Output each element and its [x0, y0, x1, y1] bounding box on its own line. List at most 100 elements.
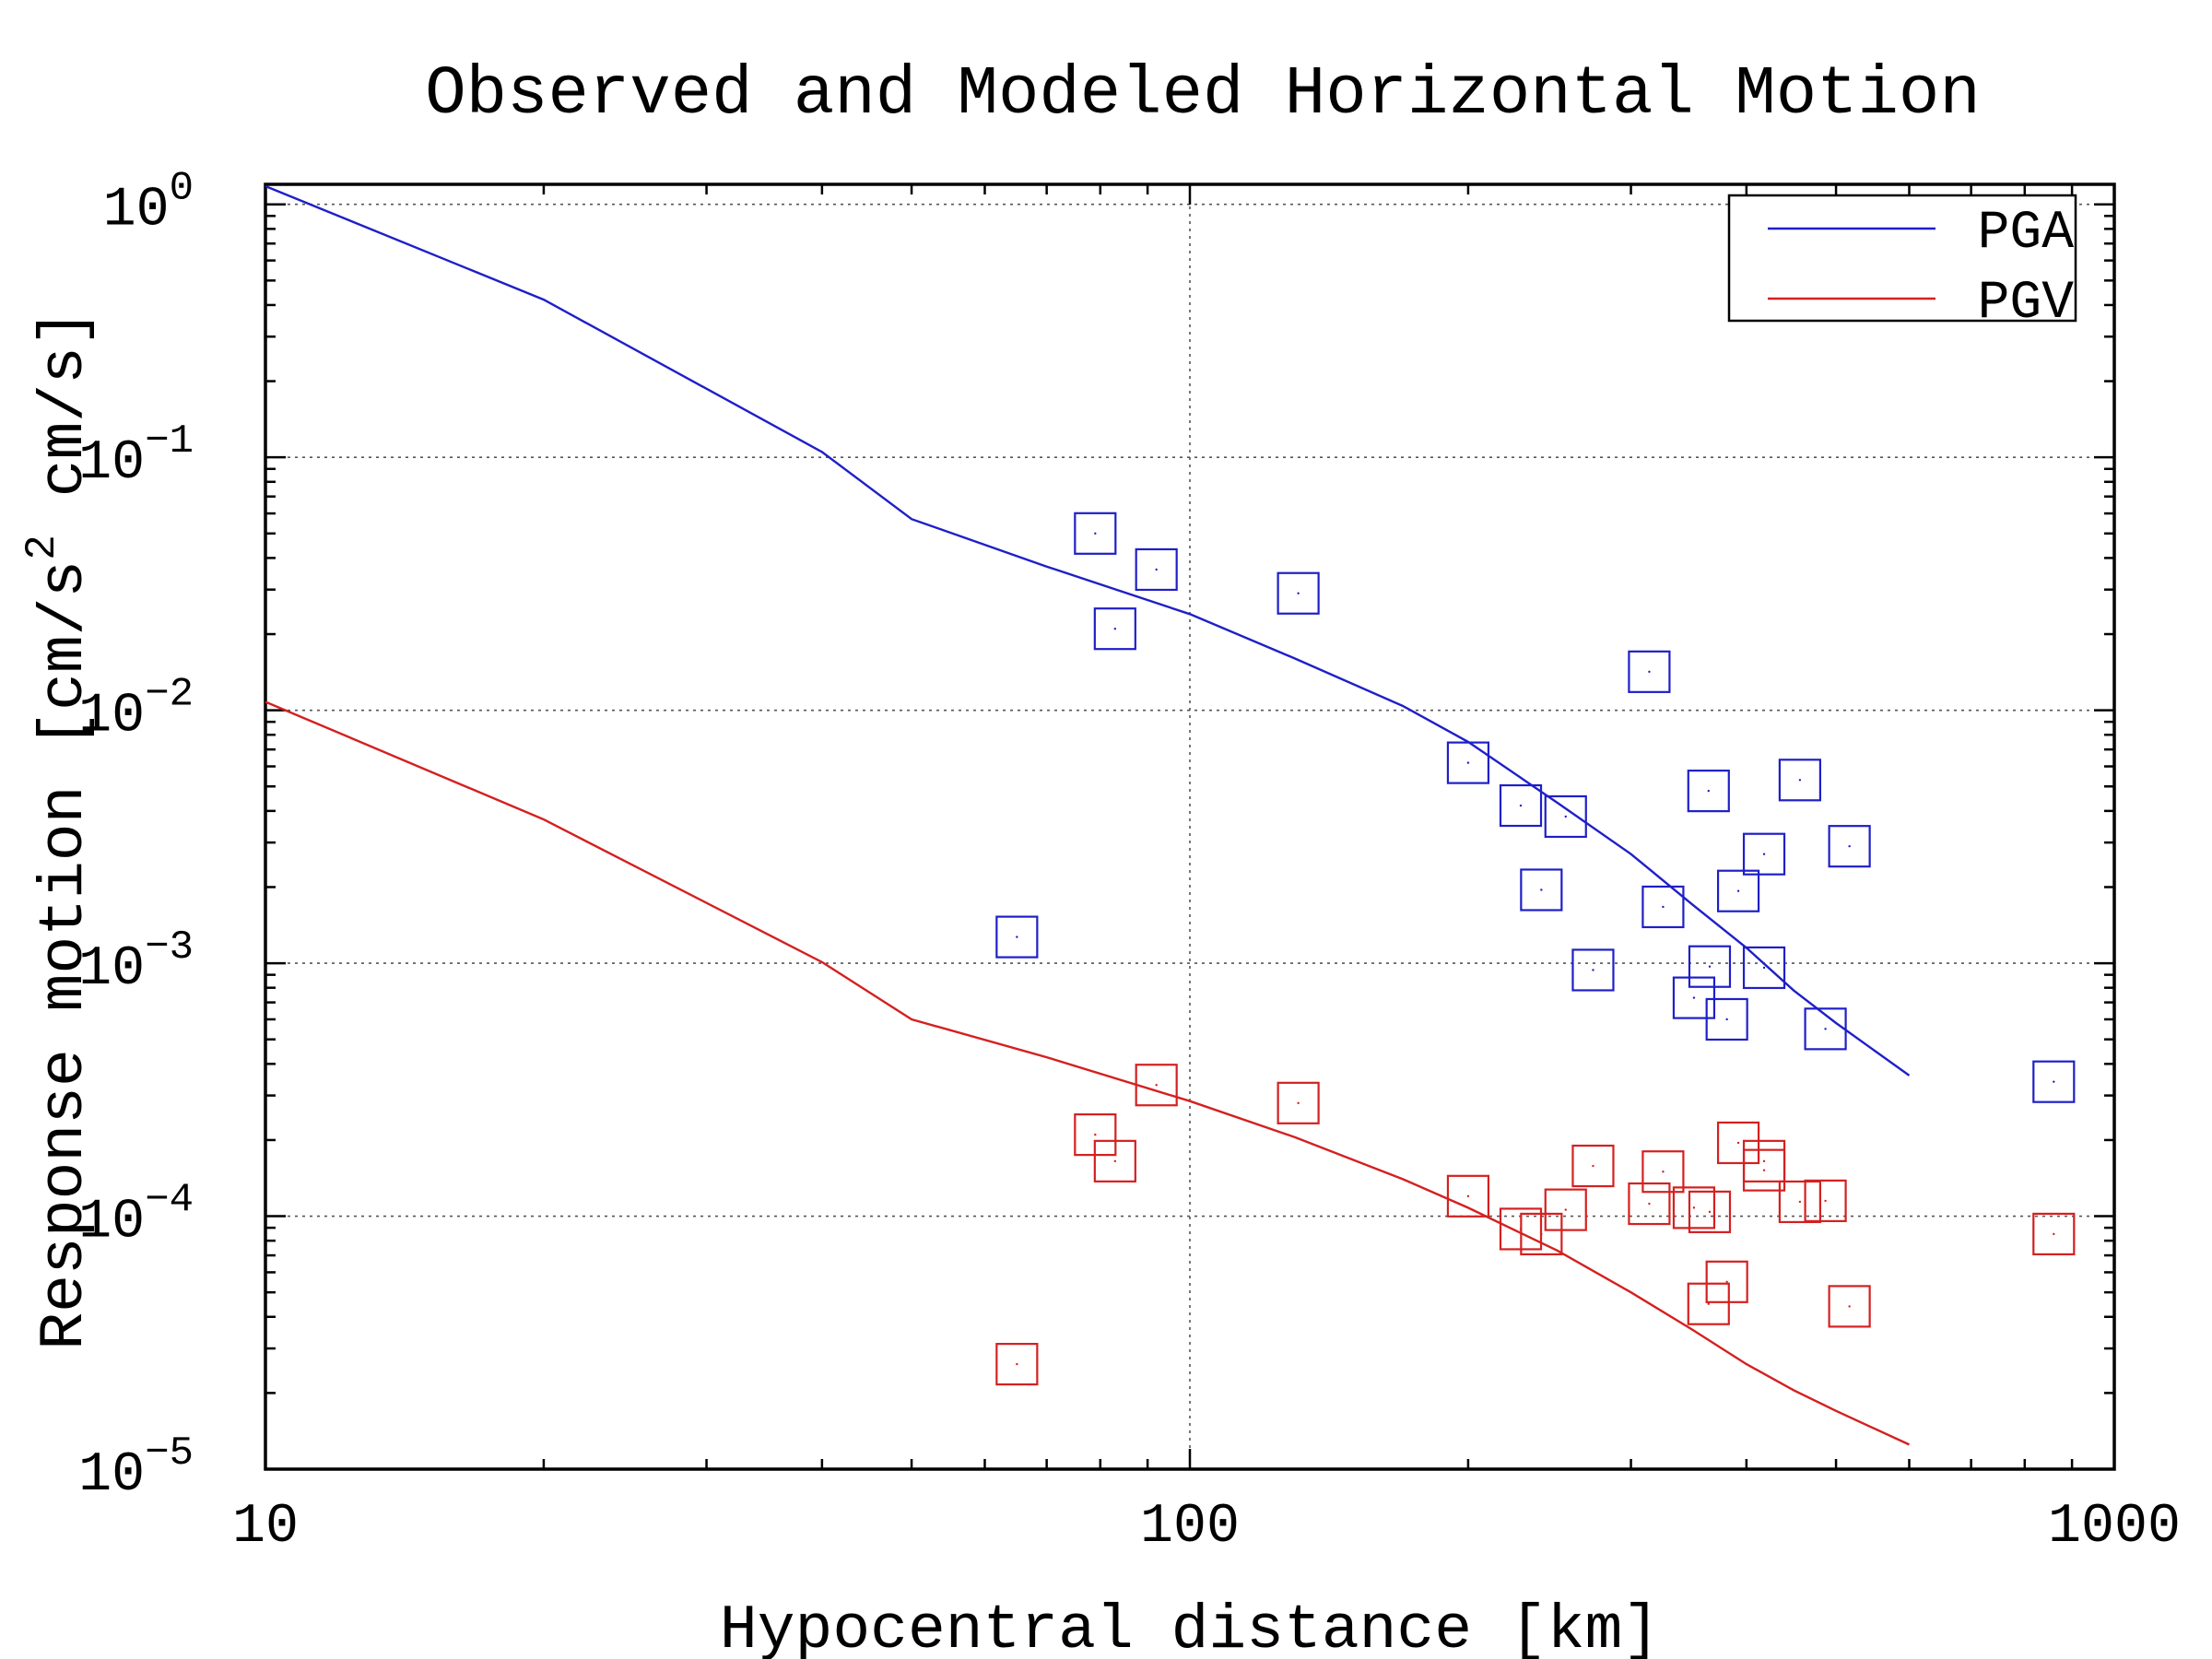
observed-point-pga [1571, 948, 1615, 992]
observed-point-center [1113, 628, 1117, 630]
observed-point-center [1708, 965, 1712, 968]
observed-point-center [1848, 844, 1851, 848]
observed-point-center [1016, 1362, 1018, 1366]
observed-point-center [1848, 1305, 1851, 1308]
y-tick-exponent: −3 [145, 924, 194, 971]
chart-title: Observed and Modeled Horizontal Motion [425, 56, 1980, 134]
observed-point-center [1692, 1206, 1696, 1209]
observed-point-pga [1135, 547, 1178, 592]
y-axis-label-prefix: Response motion [cm/s [29, 560, 100, 1350]
observed-point-center [1824, 1199, 1827, 1203]
y-tick-exponent: −2 [145, 672, 194, 718]
observed-point-pga [1742, 946, 1786, 990]
observed-point-pgv [1520, 1212, 1563, 1256]
y-tick-exponent: −5 [145, 1430, 194, 1477]
x-axis-label: Hypocentral distance [km] [720, 1595, 1660, 1659]
observed-point-pgv [1628, 1182, 1671, 1226]
observed-point-center [1762, 853, 1766, 855]
observed-point-center [1155, 1084, 1158, 1087]
observed-point-center [1540, 888, 1543, 891]
y-tick-exponent: −4 [145, 1178, 194, 1224]
observed-point-center [1725, 1018, 1728, 1021]
y-axis-label-superscript: 2 [18, 535, 66, 560]
observed-point-pgv [1688, 1190, 1732, 1233]
observed-point-center [1692, 996, 1696, 999]
observed-point-pga [2032, 1060, 2076, 1103]
observed-point-pga [1641, 885, 1685, 929]
y-axis-label-suffix: cm/s] [29, 309, 100, 535]
x-tick-label: 100 [1140, 1496, 1240, 1559]
x-tick-label: 1000 [2048, 1496, 2181, 1559]
model-curves [265, 184, 1911, 1446]
y-tick-base: 10 [103, 180, 170, 242]
observed-point-pgv [1277, 1081, 1320, 1124]
legend-label-pgv: PGV [1978, 274, 2075, 334]
observed-point-pga [1672, 976, 1716, 1019]
y-tick-base: 10 [78, 432, 145, 495]
observed-point-center [1707, 1302, 1710, 1305]
observed-point-center [1707, 789, 1710, 793]
observed-point-pga [1446, 741, 1490, 784]
observed-point-pga [1804, 1007, 1847, 1051]
observed-point-pga [1628, 650, 1671, 693]
observed-point-center [1725, 1280, 1728, 1284]
y-tick-label: 10−4 [78, 1178, 194, 1254]
observed-point-pgv [1446, 1174, 1490, 1218]
plot-frame [264, 182, 2116, 1471]
model-curve-pgv [265, 700, 1911, 1446]
y-tick-label: 10−2 [78, 672, 194, 748]
observed-point-pga [1828, 825, 1871, 868]
legend: PGA PGV [1727, 194, 2077, 334]
observed-point-pgv [2032, 1212, 2076, 1256]
observed-points [995, 512, 2076, 1386]
observed-point-center [1648, 670, 1651, 674]
observed-point-center [1113, 1159, 1117, 1163]
observed-point-pgv [1687, 1282, 1730, 1325]
observed-point-pga [1544, 794, 1587, 839]
observed-point-center [1708, 1210, 1712, 1214]
y-tick-label: 10−1 [78, 418, 194, 495]
observed-point-pga [1499, 783, 1543, 828]
observed-point-center [1648, 1202, 1651, 1206]
observed-point-pga [1742, 832, 1786, 876]
observed-point-center [2053, 1080, 2055, 1083]
observed-point-center [1519, 804, 1523, 807]
axis-ticks [264, 184, 2114, 1471]
legend-label-pga: PGA [1978, 204, 2075, 264]
observed-point-pgv [1544, 1188, 1587, 1231]
observed-point-center [1564, 815, 1567, 818]
observed-point-pgv [1571, 1144, 1615, 1188]
observed-point-center [1155, 568, 1158, 571]
y-tick-base: 10 [78, 1192, 145, 1254]
observed-point-pga [1520, 868, 1563, 912]
observed-point-pga [1687, 770, 1730, 813]
observed-point-center [1662, 1171, 1665, 1173]
observed-point-pgv [1672, 1186, 1716, 1230]
observed-point-pga [1778, 759, 1821, 802]
observed-point-center [1762, 1159, 1766, 1163]
observed-point-pgv [1705, 1260, 1748, 1303]
observed-point-center [1662, 905, 1665, 909]
observed-point-center [1540, 1232, 1543, 1236]
y-tick-base: 10 [78, 1444, 145, 1507]
observed-point-center [1592, 969, 1594, 971]
observed-point-center [1736, 1141, 1740, 1145]
y-tick-exponent: −1 [145, 418, 194, 465]
observed-point-center [1824, 1028, 1827, 1030]
y-axis-label: Response motion [cm/s2 cm/s] [18, 309, 100, 1349]
observed-point-pga [1688, 945, 1732, 988]
observed-point-center [1736, 889, 1740, 892]
x-tick-label: 10 [232, 1496, 299, 1559]
observed-point-pga [995, 915, 1039, 959]
observed-point-pga [1074, 512, 1117, 555]
legend-box [1727, 194, 2077, 323]
observed-point-pgv [1093, 1139, 1136, 1182]
observed-point-pgv [1742, 1139, 1786, 1182]
y-tick-base: 10 [78, 686, 145, 748]
y-tick-exponent: 0 [170, 166, 194, 212]
observed-point-center [1592, 1164, 1594, 1168]
observed-point-center [2053, 1232, 2055, 1236]
